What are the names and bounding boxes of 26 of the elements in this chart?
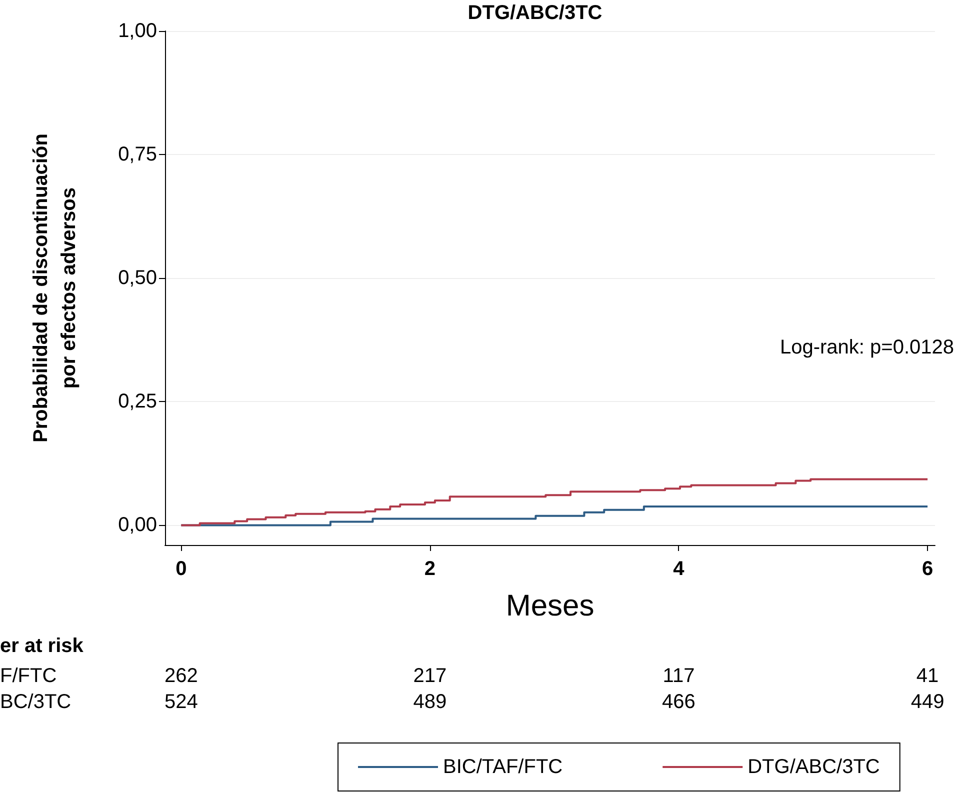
text: 41 <box>916 665 939 687</box>
x-tick-label: 2 <box>424 558 436 580</box>
chart-title: DTG/ABC/3TC <box>468 2 602 24</box>
text: 489 <box>413 691 447 713</box>
y-tick-label: 0,75 <box>118 144 157 166</box>
legend-label: BIC/TAF/FTC <box>443 756 563 778</box>
text: 524 <box>164 691 198 713</box>
y-tick-label: 0,00 <box>118 514 157 536</box>
text: er at risk <box>0 635 84 657</box>
text: 217 <box>413 665 447 687</box>
annotation: Log-rank: p=0.0128 <box>780 336 954 358</box>
legend-label: DTG/ABC/3TC <box>748 756 880 778</box>
text: 466 <box>662 691 696 713</box>
y-tick-label: 0,25 <box>118 390 157 413</box>
x-tick-label: 4 <box>673 558 686 580</box>
x-tick-label: 6 <box>922 558 934 580</box>
text: 262 <box>164 665 198 687</box>
y-tick-label: 0,50 <box>118 267 157 290</box>
x-tick-label: 0 <box>176 558 187 580</box>
y-axis-title: Probabilidad de discontinuación por efectos adversos <box>30 134 80 442</box>
text: F/FTC <box>0 665 57 687</box>
text: BC/3TC <box>0 691 72 713</box>
y-tick-label: 1,00 <box>118 20 157 42</box>
text: 449 <box>910 691 944 713</box>
text: 117 <box>662 665 695 687</box>
x-axis-title: Meses <box>506 590 594 622</box>
